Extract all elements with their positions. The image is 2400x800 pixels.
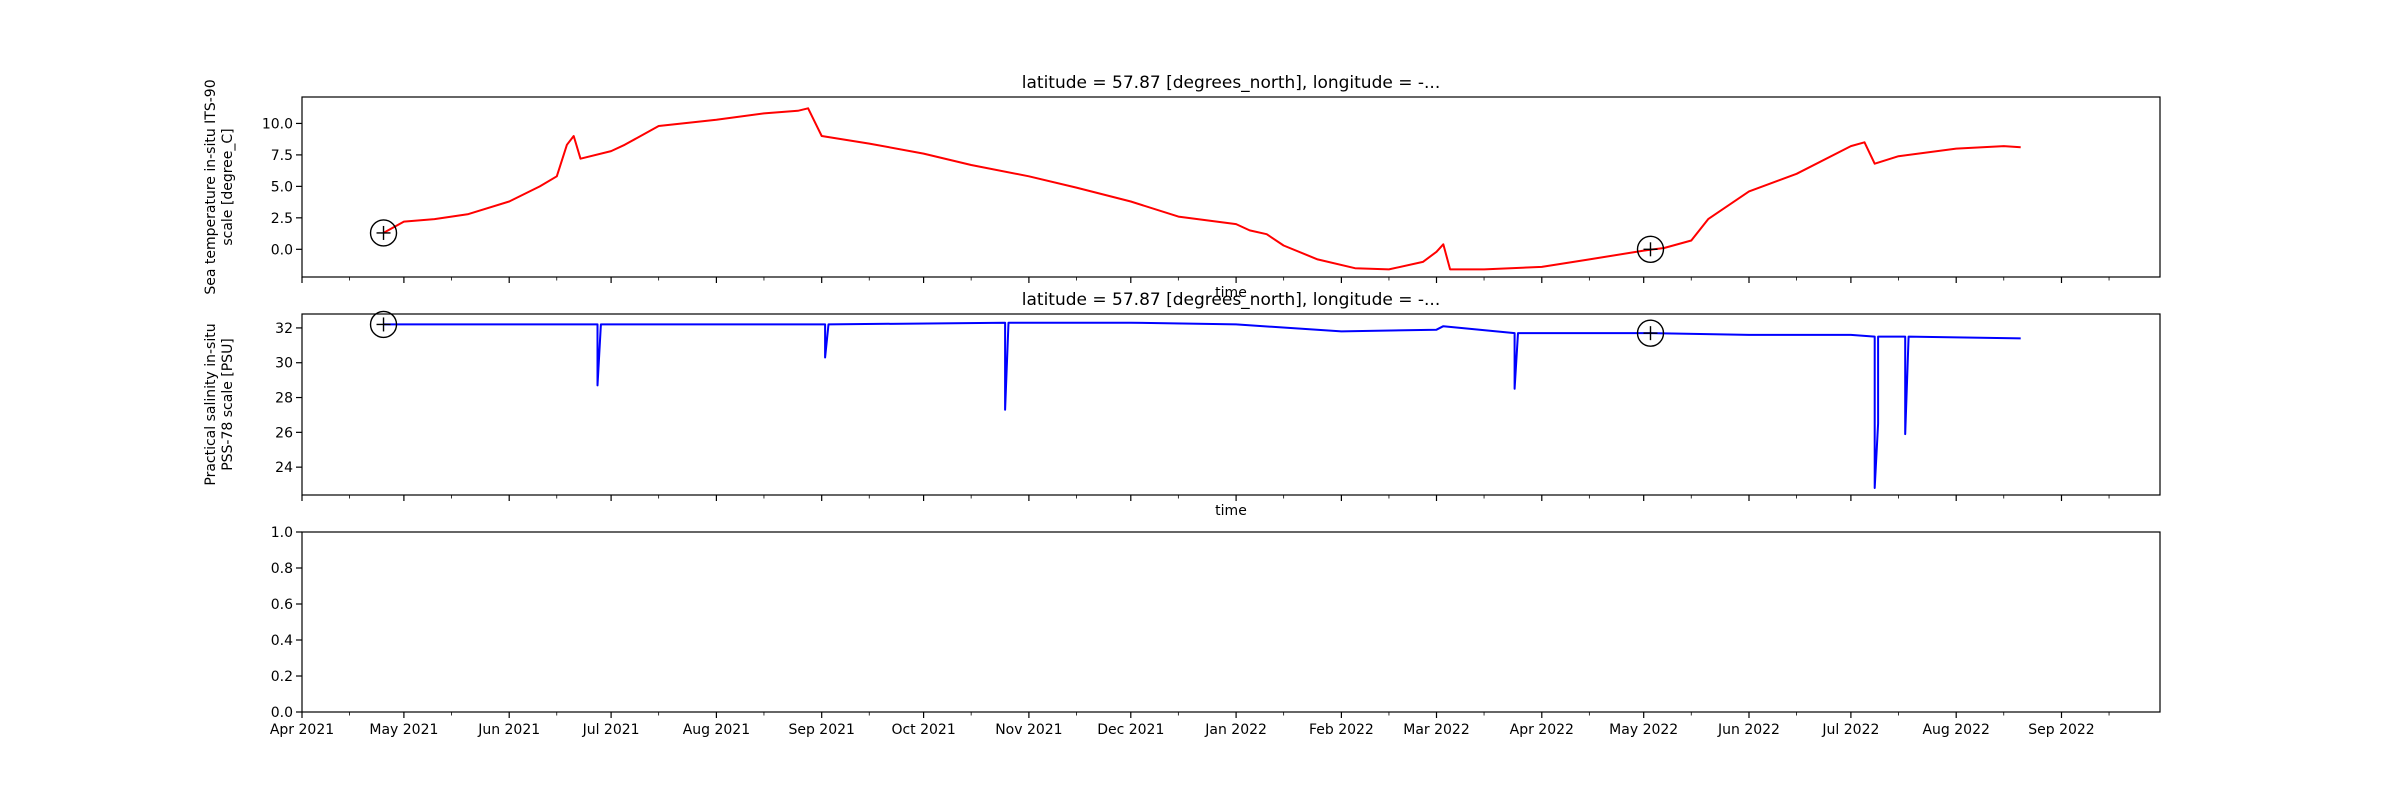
y-tick-label: 0.6 <box>271 597 293 613</box>
x-tick-label: Feb 2022 <box>1309 722 1374 738</box>
panel-title: latitude = 57.87 [degrees_north], longit… <box>1022 290 1440 310</box>
y-tick-label: 0.4 <box>271 633 293 649</box>
y-tick-label: 26 <box>275 425 293 441</box>
y-tick-label: 30 <box>275 356 293 372</box>
y-tick-label: 7.5 <box>271 148 293 164</box>
x-tick-label: Oct 2021 <box>891 722 955 738</box>
x-tick-label: Nov 2021 <box>995 722 1062 738</box>
y-tick-label: 0.8 <box>271 561 293 577</box>
x-tick-label: Mar 2022 <box>1403 722 1470 738</box>
x-tick-label: Jun 2022 <box>1717 722 1780 738</box>
x-tick-label: Apr 2022 <box>1510 722 1574 738</box>
x-tick-label: Jul 2021 <box>582 722 640 738</box>
y-tick-label: 1.0 <box>271 525 293 541</box>
series-line <box>383 321 2021 489</box>
y-tick-label: 0.0 <box>271 705 293 721</box>
y-axis-label: Sea temperature in-situ ITS-90 <box>203 79 219 294</box>
x-tick-label: May 2022 <box>1609 722 1678 738</box>
y-tick-label: 0.0 <box>271 242 293 258</box>
x-tick-label: Jun 2021 <box>477 722 540 738</box>
series-line <box>383 107 2021 271</box>
y-axis-label: PSS-78 scale [PSU] <box>220 338 236 471</box>
panel-title: latitude = 57.87 [degrees_north], longit… <box>1022 73 1440 93</box>
location-marker <box>1636 235 1665 264</box>
y-axis-label: Practical salinity in-situ <box>203 323 219 485</box>
location-marker <box>369 310 398 339</box>
x-tick-label: Sep 2021 <box>788 722 854 738</box>
y-tick-label: 0.2 <box>271 669 293 685</box>
y-tick-label: 10.0 <box>262 116 293 132</box>
y-tick-label: 5.0 <box>271 179 293 195</box>
axes-frame <box>301 96 2161 278</box>
x-tick-label: Jul 2022 <box>1821 722 1879 738</box>
axes-frame <box>301 531 2161 713</box>
x-tick-label: Aug 2022 <box>1922 722 1989 738</box>
x-tick-label: Dec 2021 <box>1097 722 1164 738</box>
panel-3: 0.0 0.2 0.4 0.6 0.8 1.0 Apr 2021 May 2021 Jun 20… <box>270 525 2161 738</box>
y-tick-label: 2.5 <box>271 211 293 227</box>
axes-frame <box>301 313 2161 496</box>
panel-1: latitude = 57.87 [degrees_north], longit… <box>203 73 2161 301</box>
x-axis-label: time <box>1215 285 1247 301</box>
y-axis-label: scale [degree_C] <box>220 128 236 245</box>
x-tick-label: Apr 2021 <box>270 722 334 738</box>
y-tick-label: 32 <box>275 321 293 337</box>
panel-2: latitude = 57.87 [degrees_north], longit… <box>203 290 2161 519</box>
x-tick-label: Sep 2022 <box>2028 722 2094 738</box>
x-axis-label: time <box>1215 503 1247 519</box>
panels: latitude = 57.87 [degrees_north], longit… <box>203 73 2161 738</box>
y-tick-label: 24 <box>275 460 293 476</box>
x-tick-label: Aug 2021 <box>683 722 750 738</box>
x-tick-label: May 2021 <box>369 722 438 738</box>
y-tick-label: 28 <box>275 391 293 407</box>
x-tick-label: Jan 2022 <box>1204 722 1267 738</box>
location-marker <box>369 219 398 247</box>
location-marker <box>1636 319 1665 347</box>
